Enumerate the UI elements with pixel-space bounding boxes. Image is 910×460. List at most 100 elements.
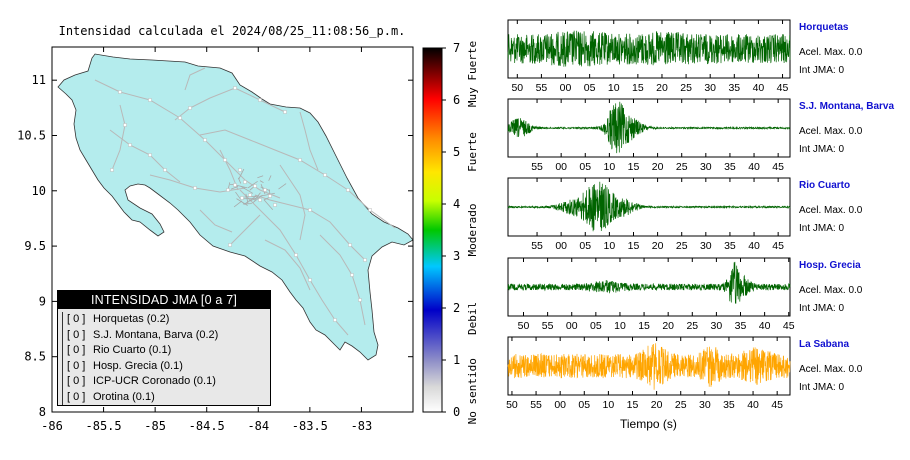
map-x-tick-label: -85.5 [86, 419, 122, 433]
time-tick-label: 05 [578, 399, 590, 411]
road-line [247, 180, 258, 189]
town-marker [240, 196, 244, 200]
time-tick-label: 25 [675, 399, 687, 411]
town-marker [323, 173, 327, 177]
station-accel: Acel. Max. 0.0 [799, 285, 863, 296]
time-tick-label: 15 [628, 240, 640, 252]
legend-item-name: Orotina (0.1) [93, 390, 155, 403]
station-accel: Acel. Max. 0.0 [799, 364, 863, 375]
map-x-axis: -86 -85.5 -85 -84.5 -84 -83.5 -83 [41, 47, 372, 433]
time-tick-label: 20 [651, 399, 663, 411]
road-line [229, 214, 261, 246]
legend-item-code: [ 0 ] [67, 344, 86, 356]
intensity-legend: INTENSIDAD JMA [0 a 7] [ 0 ] Horquetas (0… [57, 290, 271, 406]
map-x-tick-label: -84 [247, 419, 269, 433]
seismogram-trace [507, 261, 791, 304]
time-tick-label: 20 [656, 82, 668, 94]
station-accel: Acel. Max. 0.0 [799, 47, 863, 58]
road-line [111, 104, 126, 171]
town-marker [283, 110, 287, 114]
time-tick-label: 50 [506, 399, 518, 411]
road-line [268, 175, 272, 181]
town-marker [123, 123, 127, 127]
road-line [228, 182, 231, 189]
map-frame [51, 46, 414, 413]
map-y-tick-label: 8 [39, 405, 46, 419]
road-line [174, 87, 286, 121]
road-line [243, 195, 257, 205]
town-marker [268, 194, 272, 198]
colorbar: 7 6 5 4 3 2 1 0 Muy Fuerte Fuerte Moderado Debil No… [422, 41, 479, 424]
time-tick-label: 25 [676, 240, 688, 252]
map-x-tick-label: -84.5 [189, 419, 225, 433]
time-tick-label: 10 [604, 161, 616, 173]
time-tick-label: 15 [627, 399, 639, 411]
legend-item: [ 0 ] Hosp. Grecia (0.1) [67, 359, 270, 375]
time-tick-label: 35 [728, 82, 740, 94]
road-line [254, 192, 261, 201]
station-int: Int JMA: 0 [799, 223, 845, 234]
road-line [259, 180, 264, 183]
town-marker [228, 243, 232, 247]
legend-item-name: S.J. Montana, Barva (0.2) [93, 328, 219, 341]
time-tick-label: 55 [530, 399, 542, 411]
road-line [264, 239, 311, 291]
station-name: La Sabana [799, 339, 850, 350]
time-tick-label: 55 [542, 320, 554, 332]
town-marker [294, 253, 298, 257]
town-marker [350, 273, 354, 277]
colorbar-tick-label: 0 [453, 405, 460, 419]
town-marker [346, 188, 350, 192]
legend-list: [ 0 ] Horquetas (0.2) [ 0 ] S.J. Montana, B… [62, 312, 270, 405]
colorbar-tick-label: 6 [453, 93, 460, 107]
costa-rica-land [57, 53, 414, 361]
map-x-tick-label: -83.5 [292, 419, 328, 433]
road-line [238, 168, 245, 180]
town-marker [118, 90, 122, 94]
station-name: Rio Cuarto [799, 180, 851, 191]
town-marker [308, 278, 312, 282]
legend-item-code: [ 0 ] [67, 375, 86, 387]
time-tick-label: 15 [632, 82, 644, 94]
station-name: S.J. Montana, Barva [799, 101, 895, 112]
time-tick-label: 05 [584, 82, 596, 94]
station-accel: Acel. Max. 0.0 [799, 126, 863, 137]
town-marker [110, 168, 114, 172]
colorbar-gradient [422, 47, 443, 413]
time-tick-label: 05 [579, 240, 591, 252]
town-marker [273, 203, 277, 207]
town-marker [368, 208, 372, 212]
seismogram-panels: 50 55 00 05 10 15 20 25 30 35 40 45 55 00 05 10 15 20 25 30… [506, 19, 795, 411]
road-line [299, 111, 319, 171]
station-accel: Acel. Max. 0.0 [799, 205, 863, 216]
colorbar-category-label: No sentido [466, 358, 479, 424]
seismogram-panel: 55 00 05 10 15 20 25 30 35 40 45 [507, 177, 791, 252]
station-name: Hosp. Grecia [799, 260, 861, 271]
station-name: Horquetas [799, 22, 849, 33]
time-tick-label: 30 [700, 161, 712, 173]
time-tick-label: 35 [724, 161, 736, 173]
time-tick-label: 40 [747, 399, 759, 411]
town-marker [148, 98, 152, 102]
town-marker [233, 86, 237, 90]
colorbar-tick-label: 1 [453, 353, 460, 367]
colorbar-category-label: Debil [466, 302, 479, 335]
time-tick-label: 35 [735, 320, 747, 332]
time-tick-label: 10 [603, 399, 615, 411]
colorbar-tick-label: 7 [453, 41, 460, 55]
road-line [233, 200, 243, 208]
town-marker [226, 188, 230, 192]
time-tick-label: 10 [608, 82, 620, 94]
town-marker [348, 243, 352, 247]
time-tick-label: 00 [560, 82, 572, 94]
time-tick-label: 40 [759, 320, 771, 332]
road-line [278, 183, 287, 190]
colorbar-category-label: Moderado [466, 204, 479, 257]
time-tick-label: 20 [662, 320, 674, 332]
time-tick-label: 45 [783, 320, 795, 332]
road-line [184, 67, 206, 91]
map-y-tick-label: 9 [39, 294, 46, 308]
road-line [260, 192, 275, 197]
time-tick-label: 55 [531, 161, 543, 173]
